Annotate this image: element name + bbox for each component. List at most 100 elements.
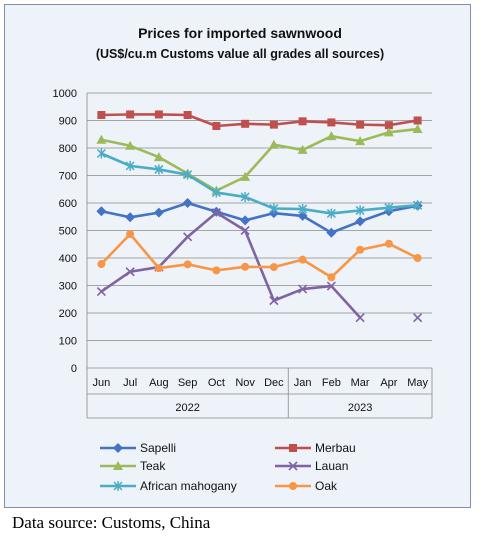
x-tick-label: Jul bbox=[123, 377, 137, 389]
data-point-oak bbox=[212, 266, 221, 275]
data-point-teak bbox=[355, 136, 366, 146]
data-point-lauan bbox=[298, 284, 308, 294]
data-point-teak bbox=[268, 139, 279, 149]
line-chart: Prices for imported sawnwood (US$/cu.m C… bbox=[53, 25, 433, 493]
data-point-merbau bbox=[356, 120, 365, 129]
legend-marker-lauan bbox=[288, 461, 298, 471]
data-point-oak bbox=[154, 264, 163, 273]
legend-label-lauan: Lauan bbox=[315, 459, 348, 473]
chart-frame bbox=[4, 4, 471, 508]
data-point-merbau bbox=[384, 121, 393, 130]
data-point-african-mahogany bbox=[326, 208, 336, 219]
legend-label-teak: Teak bbox=[140, 459, 166, 473]
data-point-african-mahogany bbox=[154, 164, 164, 175]
legend-marker-merbau bbox=[289, 444, 297, 452]
series-line-teak bbox=[101, 127, 418, 192]
series-layer bbox=[96, 110, 423, 323]
legend-marker-teak bbox=[113, 461, 123, 470]
series-line-african-mahogany bbox=[100, 152, 418, 215]
data-point-african-mahogany bbox=[384, 202, 394, 213]
legend-marker-oak bbox=[289, 482, 297, 490]
axes: 0 100 200 300 400 500 600 700 800 900 1000 Jun Jul Au… bbox=[53, 88, 433, 419]
data-point-teak bbox=[96, 134, 107, 144]
data-point-african-mahogany bbox=[298, 204, 308, 215]
data-point-sapelli bbox=[153, 207, 164, 218]
data-point-teak bbox=[125, 140, 136, 150]
data-point-sapelli bbox=[297, 210, 308, 221]
y-tick-label: 100 bbox=[59, 336, 77, 348]
data-point-merbau bbox=[269, 120, 278, 129]
series-line-merbau bbox=[101, 113, 418, 128]
data-point-merbau bbox=[327, 118, 336, 127]
x-tick-label: Apr bbox=[380, 377, 397, 389]
data-point-lauan bbox=[183, 232, 193, 242]
data-point-teak bbox=[153, 152, 164, 162]
data-point-oak bbox=[97, 260, 106, 269]
data-point-lauan bbox=[211, 208, 221, 218]
gridlines bbox=[87, 92, 432, 369]
data-point-oak bbox=[413, 254, 422, 262]
y-tick-label: 700 bbox=[59, 171, 77, 183]
data-point-african-mahogany bbox=[183, 169, 193, 180]
source-note: Data source: Customs, China bbox=[12, 513, 211, 532]
data-point-teak bbox=[326, 131, 337, 141]
x-group-label: 2022 bbox=[175, 402, 199, 414]
data-point-teak bbox=[383, 127, 394, 137]
data-point-sapelli bbox=[182, 198, 193, 208]
data-point-merbau bbox=[413, 116, 422, 125]
data-point-lauan bbox=[96, 286, 106, 297]
y-tick-label: 1000 bbox=[53, 88, 77, 100]
chart-subtitle: (US$/cu.m Customs value all grades all s… bbox=[96, 47, 384, 61]
data-point-merbau bbox=[126, 110, 135, 119]
x-tick-label: Oct bbox=[208, 377, 225, 389]
data-point-lauan bbox=[240, 225, 250, 236]
x-tick-label: May bbox=[407, 377, 428, 389]
series-line-oak bbox=[100, 232, 419, 279]
x-tick-label: Jan bbox=[294, 377, 312, 389]
data-point-lauan bbox=[413, 313, 423, 323]
data-point-teak bbox=[412, 124, 423, 134]
data-point-merbau bbox=[154, 110, 163, 119]
data-point-merbau bbox=[212, 122, 221, 130]
legend: Sapelli Merbau Teak Lauan African mahogany Oa… bbox=[100, 441, 356, 493]
data-point-sapelli bbox=[96, 206, 107, 217]
data-point-african-mahogany bbox=[125, 160, 135, 171]
data-point-sapelli bbox=[355, 216, 366, 227]
data-point-sapelli bbox=[125, 212, 136, 223]
legend-label-african-mahogany: African mahogany bbox=[140, 479, 237, 493]
data-point-oak bbox=[183, 260, 192, 269]
legend-label-oak: Oak bbox=[315, 479, 338, 493]
data-point-teak bbox=[240, 171, 251, 181]
data-point-african-mahogany bbox=[355, 205, 365, 216]
data-point-merbau bbox=[298, 117, 307, 126]
data-point-lauan bbox=[326, 281, 336, 291]
data-point-african-mahogany bbox=[240, 191, 250, 202]
data-point-oak bbox=[384, 239, 393, 248]
x-group-label: 2023 bbox=[348, 402, 372, 414]
x-tick-label: Nov bbox=[235, 377, 255, 389]
data-point-merbau bbox=[97, 111, 106, 119]
y-tick-label: 800 bbox=[59, 143, 77, 155]
data-point-oak bbox=[327, 273, 336, 282]
legend-marker-sapelli bbox=[113, 443, 123, 453]
y-tick-label: 0 bbox=[71, 363, 77, 375]
data-point-lauan bbox=[125, 267, 135, 277]
series-line-sapelli bbox=[101, 201, 418, 234]
data-point-teak bbox=[297, 144, 308, 154]
legend-label-merbau: Merbau bbox=[315, 441, 356, 455]
legend-label-sapelli: Sapelli bbox=[140, 441, 176, 455]
legend-marker-african-mahogany bbox=[113, 481, 123, 491]
y-tick-label: 600 bbox=[59, 198, 77, 210]
data-point-merbau bbox=[183, 111, 192, 119]
chart-title: Prices for imported sawnwood bbox=[138, 25, 342, 41]
x-tick-label: Jun bbox=[93, 377, 111, 389]
data-point-lauan bbox=[269, 296, 279, 306]
data-point-african-mahogany bbox=[413, 200, 423, 211]
data-point-oak bbox=[241, 262, 250, 271]
y-tick-label: 900 bbox=[59, 116, 77, 128]
data-point-oak bbox=[126, 230, 135, 239]
data-point-african-mahogany bbox=[211, 187, 221, 198]
data-point-sapelli bbox=[326, 227, 337, 238]
x-tick-label: Sep bbox=[178, 377, 198, 389]
data-point-lauan bbox=[355, 313, 365, 323]
